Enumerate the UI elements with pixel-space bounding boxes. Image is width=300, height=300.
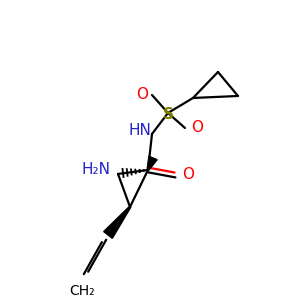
Text: H₂N: H₂N	[82, 163, 110, 178]
Text: S: S	[163, 107, 173, 122]
Text: O: O	[182, 167, 194, 182]
Text: O: O	[191, 121, 203, 136]
Text: O: O	[136, 88, 148, 103]
Polygon shape	[104, 206, 130, 238]
Text: HN: HN	[129, 124, 152, 139]
Polygon shape	[147, 156, 157, 170]
Text: CH₂: CH₂	[69, 284, 95, 298]
